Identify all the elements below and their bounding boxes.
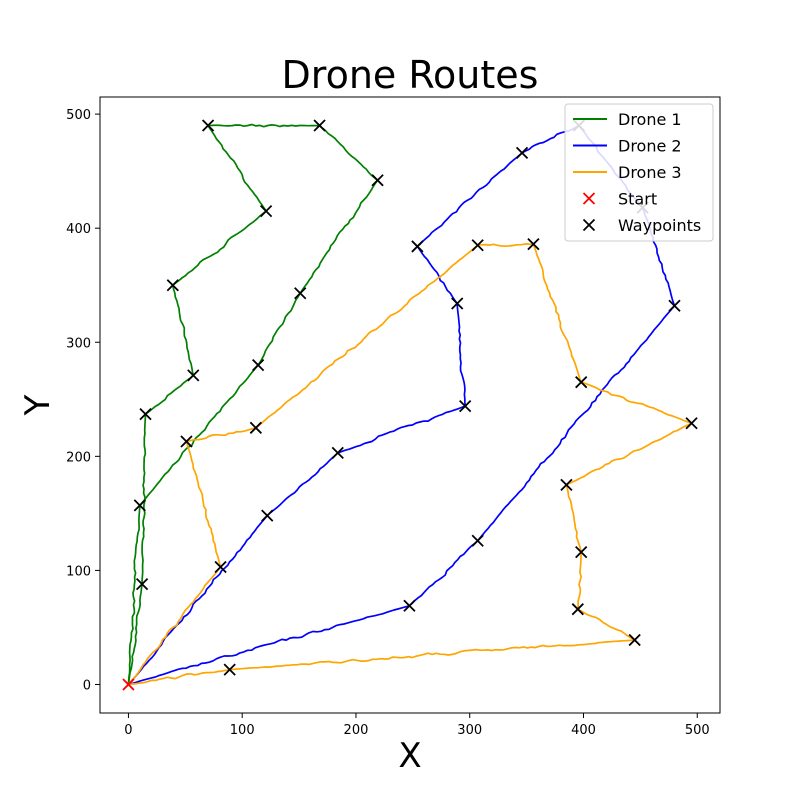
waypoint-marker-5: [166, 279, 179, 292]
waypoint-marker-17: [451, 297, 464, 310]
waypoint-marker-8-stroke-b: [251, 358, 265, 372]
waypoint-marker-22: [403, 599, 416, 612]
waypoint-marker-8: [251, 358, 265, 372]
waypoint-marker-32-stroke-b: [571, 603, 584, 616]
waypoint-marker-10-stroke-b: [133, 499, 146, 512]
axes-frame: [99, 96, 721, 714]
waypoint-marker-29: [560, 478, 573, 491]
legend-label-drone-3: Drone 3: [618, 163, 682, 182]
legend-start-marker: [582, 192, 596, 205]
y-tick-label-4: 400: [66, 222, 91, 237]
legend-label-waypoints: Waypoints: [618, 216, 701, 235]
route-line-drone-3: [127, 243, 693, 686]
x-tick-label-5: 500: [685, 723, 710, 738]
waypoint-marker-15-stroke-b: [668, 299, 681, 312]
waypoint-marker-23: [471, 239, 484, 252]
waypoint-marker-28-stroke-b: [180, 435, 193, 448]
chart-title: Drone Routes: [282, 53, 539, 97]
waypoint-marker-2-stroke-b: [313, 119, 326, 132]
waypoint-marker-29-stroke-b: [560, 478, 573, 491]
start-marker-stroke-b: [122, 678, 135, 691]
waypoint-marker-26: [685, 417, 698, 430]
waypoint-marker-23-stroke-b: [471, 239, 484, 252]
waypoint-marker-9-stroke-b: [139, 407, 152, 421]
waypoint-marker-6-stroke-b: [294, 287, 307, 300]
legend-label-start: Start: [618, 190, 657, 209]
waypoint-marker-3: [371, 174, 384, 187]
legend-start-marker-stroke-b: [582, 192, 596, 205]
waypoint-marker-5-stroke-b: [166, 279, 179, 292]
waypoint-marker-34: [223, 663, 236, 676]
waypoint-marker-11: [135, 577, 149, 591]
legend: Drone 1 Drone 2 Drone 3 Start Waypoints: [564, 103, 714, 242]
y-tick-label-3: 300: [66, 336, 91, 351]
y-tick-label-0: 0: [83, 678, 91, 693]
legend-waypoint-marker: [582, 218, 596, 232]
legend-waypoint-marker-stroke-b: [582, 218, 596, 232]
waypoint-marker-27-stroke-b: [249, 421, 262, 434]
waypoint-marker-7: [187, 369, 200, 382]
waypoint-marker-7-stroke-b: [187, 369, 200, 382]
waypoint-marker-32: [571, 603, 584, 616]
waypoint-marker-28: [180, 435, 193, 448]
y-tick-label-1: 100: [66, 564, 91, 579]
waypoint-marker-24: [527, 238, 540, 251]
waypoint-marker-30-stroke-b: [575, 546, 588, 559]
waypoint-marker-17-stroke-b: [451, 297, 464, 310]
waypoint-marker-18: [459, 400, 472, 413]
waypoint-marker-18-stroke-b: [459, 400, 472, 413]
y-axis-label: Y: [18, 394, 58, 416]
legend-label-drone-1: Drone 1: [618, 110, 682, 129]
waypoint-marker-31-stroke-b: [214, 560, 227, 574]
start-marker: [122, 678, 135, 691]
waypoint-marker-12: [515, 146, 529, 160]
waypoint-marker-11-stroke-b: [135, 577, 149, 591]
route-line-drone-1: [127, 123, 379, 685]
x-tick-label-0: 0: [124, 723, 132, 738]
waypoint-marker-27: [249, 421, 262, 434]
waypoint-marker-21-stroke-b: [471, 534, 484, 547]
waypoint-marker-20: [261, 509, 274, 522]
waypoint-marker-26-stroke-b: [685, 417, 698, 430]
waypoint-marker-33: [628, 633, 641, 647]
waypoint-marker-10: [133, 499, 146, 512]
waypoint-marker-3-stroke-b: [371, 174, 384, 187]
waypoint-marker-19: [331, 446, 344, 460]
waypoint-marker-16-stroke-b: [411, 240, 424, 253]
x-axis-label: X: [398, 736, 421, 776]
x-tick-label-3: 300: [457, 723, 482, 738]
waypoint-marker-30: [575, 546, 588, 559]
waypoint-marker-21: [471, 534, 484, 547]
waypoint-marker-6: [294, 287, 307, 300]
waypoint-marker-1-stroke-b: [201, 119, 215, 132]
x-tick-label-4: 400: [571, 723, 596, 738]
legend-label-drone-2: Drone 2: [618, 137, 682, 156]
y-tick-label-5: 500: [66, 108, 91, 123]
waypoint-marker-25-stroke-b: [575, 376, 588, 389]
waypoint-marker-34-stroke-b: [223, 663, 236, 676]
waypoint-marker-33-stroke-b: [628, 633, 641, 647]
waypoint-marker-15: [668, 299, 681, 312]
waypoint-marker-19-stroke-b: [331, 446, 344, 460]
waypoint-marker-31: [214, 560, 227, 574]
waypoint-marker-9: [139, 407, 152, 421]
waypoint-marker-22-stroke-b: [403, 599, 416, 612]
waypoint-marker-1: [201, 119, 215, 132]
waypoint-marker-4-stroke-b: [259, 204, 273, 218]
waypoint-marker-20-stroke-b: [261, 509, 274, 522]
waypoint-marker-16: [411, 240, 424, 253]
waypoint-marker-12-stroke-b: [515, 146, 529, 160]
x-tick-label-1: 100: [230, 723, 255, 738]
waypoint-marker-4: [259, 204, 273, 218]
legend-box: [564, 103, 714, 242]
x-tick-label-2: 200: [344, 723, 369, 738]
waypoint-marker-24-stroke-b: [527, 238, 540, 251]
waypoint-marker-2: [313, 119, 326, 132]
y-tick-label-2: 200: [66, 450, 91, 465]
waypoint-marker-25: [575, 376, 588, 389]
